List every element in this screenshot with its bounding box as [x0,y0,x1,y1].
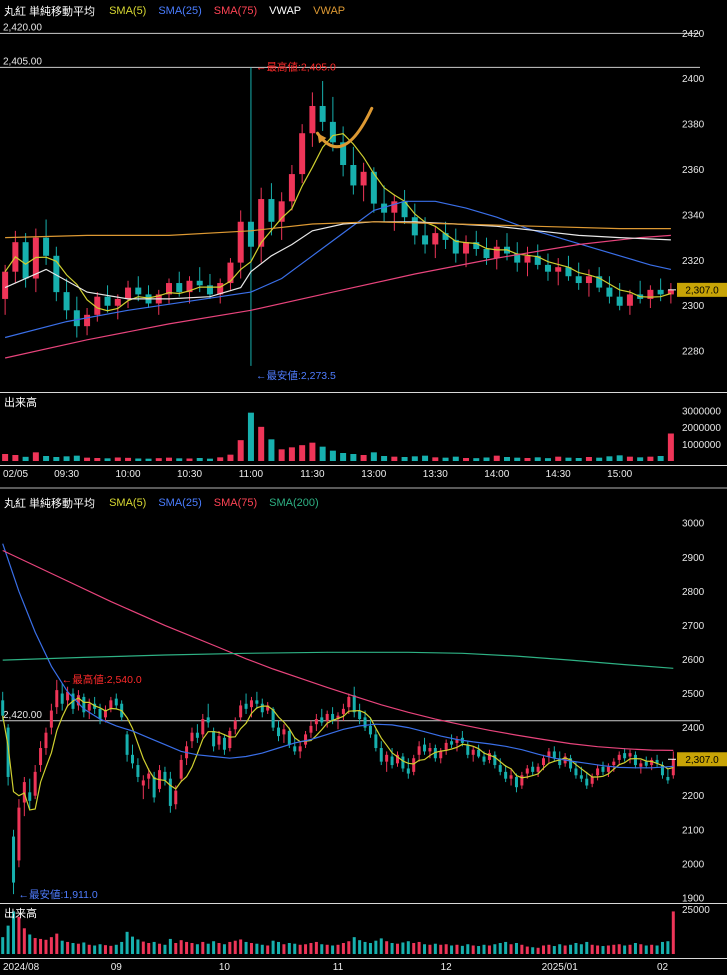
candles-layer [2,67,674,366]
volume-axis-label: 2000000 [682,423,721,434]
y-axis-label: 2360 [682,165,705,176]
overlay-line-SMA(5) [4,133,672,312]
volume-axis-label: 25000 [682,905,710,916]
y-axis-label: 2100 [682,825,705,836]
overlay-line-SMA(75) [4,234,671,359]
y-axis-label: 2700 [682,621,705,632]
y-axis-label: 2320 [682,256,705,267]
legend-item: SMA(5) [109,5,147,17]
high-annotation: ←最高値:2,540.0 [62,673,142,686]
time-axis-label: 14:30 [545,469,571,480]
y-axis-label: 2420 [682,29,705,40]
time-axis-label: 15:00 [607,469,633,480]
legend: SMA(5) SMA(25) SMA(75) VWAP VWAP [109,5,345,17]
volume-pane-title: 出来高 [4,397,37,409]
legend-item: SMA(200) [269,497,319,509]
daily-chart-section: 丸紅 単純移動平均 SMA(5) SMA(25) SMA(75) SMA(200) 2… [0,493,727,975]
overlay-line-SMA(25) [4,200,672,339]
time-axis-label: 10:30 [176,469,203,480]
price-alert-label: 2,405.00 [3,56,42,67]
low-annotation: ←最安値:2,273.5 [256,369,336,382]
time-axis-label: 02 [656,962,669,973]
drawn-arrow-annotation [316,106,374,149]
price-chart[interactable]: 2,420.0030002900280027002600250024002300… [0,513,727,903]
candles-layer [1,679,675,895]
time-axis: 2024/08 09 10 11 12 2025/01 02 [0,959,727,975]
time-axis-label: 09:30 [54,469,80,480]
legend-item: SMA(25) [158,497,202,509]
time-axis-label: 13:30 [422,469,448,480]
chart-title: 丸紅 単純移動平均 [4,6,96,18]
chart-title: 丸紅 単純移動平均 [4,498,96,510]
volume-pane: 3000000 2000000 1000000 出来高 [0,392,727,466]
volume-axis-label: 1000000 [682,440,721,451]
y-axis: 2420 2400 2380 2360 2340 2320 2300 2280 [682,29,705,358]
drawn-arrow-head [317,133,327,144]
y-axis-label: 2000 [682,859,705,870]
volume-chart[interactable]: 25000 [0,903,727,959]
y-axis-label: 2800 [682,587,705,598]
volume-pane: 25000 出来高 [0,903,727,959]
y-axis-label: 2500 [682,689,705,700]
time-axis-label: 14:00 [484,469,510,480]
legend-item: VWAP [313,5,346,17]
volume-bars-layer [2,412,674,461]
y-axis-label: 3000 [682,519,705,530]
y-axis-label: 2900 [682,553,705,564]
time-axis-label: 02/05 [3,469,29,480]
y-axis-label: 2400 [682,74,705,85]
legend-item: SMA(75) [213,497,258,509]
daily-chart-header: 丸紅 単純移動平均 SMA(5) SMA(25) SMA(75) SMA(200) [0,493,727,513]
overlay-line-SMA(25) [2,543,674,769]
legend-item: SMA(5) [109,497,147,509]
price-alert-label: 2,420.00 [3,22,42,33]
time-axis-label: 11:30 [300,469,325,480]
legend-item: VWAP [269,5,302,17]
time-axis-label: 12 [440,962,452,973]
last-price-badge [677,282,727,297]
y-axis-label: 2200 [682,791,705,802]
legend: SMA(5) SMA(25) SMA(75) SMA(200) [109,497,319,509]
legend-item: SMA(25) [158,5,202,17]
y-axis-label: 2380 [682,120,705,131]
price-chart[interactable]: 2,420.00 2,405.00 2420 2400 2380 2360 2340 2320… [0,22,727,392]
time-axis-label: 11 [332,962,344,973]
volume-axis-label: 3000000 [682,407,721,418]
overlay-line-SMA(200) [2,651,674,669]
overlay-line-VWAP [5,221,671,239]
y-axis-label: 2280 [682,347,705,358]
y-axis: 3000290028002700260025002400230022002100… [682,519,705,903]
y-axis-label: 1900 [682,893,705,903]
overlay-line-VWAP [4,221,671,300]
section-divider [0,487,727,493]
time-axis-label: 2025/01 [541,962,578,973]
intraday-chart-section: 丸紅 単純移動平均 SMA(5) SMA(25) SMA(75) VWAP VWAP 2… [0,0,727,487]
intraday-chart-header: 丸紅 単純移動平均 SMA(5) SMA(25) SMA(75) VWAP VWAP [0,0,727,22]
time-axis-label: 13:00 [361,469,387,480]
legend-item: SMA(75) [213,5,258,17]
time-axis-label: 2024/08 [3,962,40,973]
time-axis-label: 11:00 [238,469,264,480]
time-axis-label: 10:00 [115,469,141,480]
overlay-line-SMA(75) [2,549,674,751]
volume-chart[interactable]: 3000000 2000000 1000000 [0,392,727,466]
high-annotation: ←最高値:2,405.0 [256,60,336,73]
volume-bars-layer [1,911,675,954]
last-price-badge-label: 2,307.0 [685,285,719,296]
y-axis-label: 2400 [682,723,705,734]
time-axis-label: 09 [110,962,122,973]
volume-pane-title: 出来高 [4,908,37,920]
time-axis-label: 10 [218,962,230,973]
price-alert-label: 2,420.00 [3,710,42,721]
y-axis-label: 2300 [682,301,705,312]
y-axis-label: 2600 [682,655,705,666]
y-axis-label: 2340 [682,210,705,221]
last-price-badge [677,752,727,767]
low-annotation: ←最安値:1,911.0 [19,888,98,901]
last-price-badge-label: 2,307.0 [685,755,719,766]
time-axis: 02/05 09:30 10:00 10:30 11:00 11:30 13:00 13:30… [0,466,727,487]
